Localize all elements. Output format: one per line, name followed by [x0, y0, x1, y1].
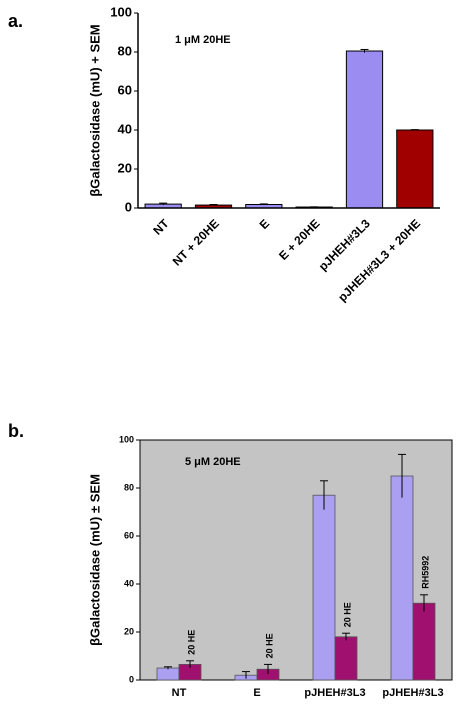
x-tick-label: E + 20HE	[276, 216, 322, 262]
bar-label: 20 HE	[264, 633, 274, 658]
x-tick-label: NT	[150, 216, 172, 238]
y-tick-label: 60	[118, 82, 132, 97]
bar-label: RH5992	[420, 556, 430, 589]
x-tick-label: E	[257, 216, 273, 232]
bar	[334, 636, 358, 681]
bar	[396, 129, 434, 209]
y-axis-label: βGalactosidase (mU) + SEM	[87, 24, 102, 196]
x-tick-label: NT	[172, 687, 187, 699]
y-tick-label: 20	[118, 160, 132, 175]
y-tick-label: 40	[118, 121, 132, 136]
annotation: 5 μM 20HE	[185, 456, 241, 468]
y-tick-label: 0	[129, 674, 134, 684]
x-tick-label: E	[253, 687, 260, 699]
bar	[312, 494, 336, 681]
bar	[345, 50, 384, 209]
y-tick-label: 80	[124, 482, 134, 492]
bar	[412, 602, 436, 681]
annotation: 1 μM 20HE	[175, 34, 231, 46]
y-tick-label: 80	[118, 43, 132, 58]
x-tick-label: pJHEH#3L3	[382, 687, 443, 699]
bar	[390, 475, 414, 681]
x-tick-label: NT + 20HE	[170, 216, 222, 268]
y-axis-label: βGalactosidase (mU) ± SEM	[87, 474, 102, 646]
panel-label: b.	[8, 421, 24, 441]
bar-label: 20 HE	[186, 630, 196, 655]
y-tick-label: 20	[124, 626, 134, 636]
y-tick-label: 100	[119, 434, 134, 444]
y-tick-label: 0	[125, 199, 132, 214]
bar-label: 20 HE	[342, 602, 352, 627]
y-tick-label: 60	[124, 530, 134, 540]
bar	[156, 667, 180, 681]
y-tick-label: 100	[110, 4, 132, 19]
x-tick-label: pJHEH#3L3	[304, 687, 365, 699]
y-tick-label: 40	[124, 578, 134, 588]
panel-label: a.	[8, 11, 23, 31]
